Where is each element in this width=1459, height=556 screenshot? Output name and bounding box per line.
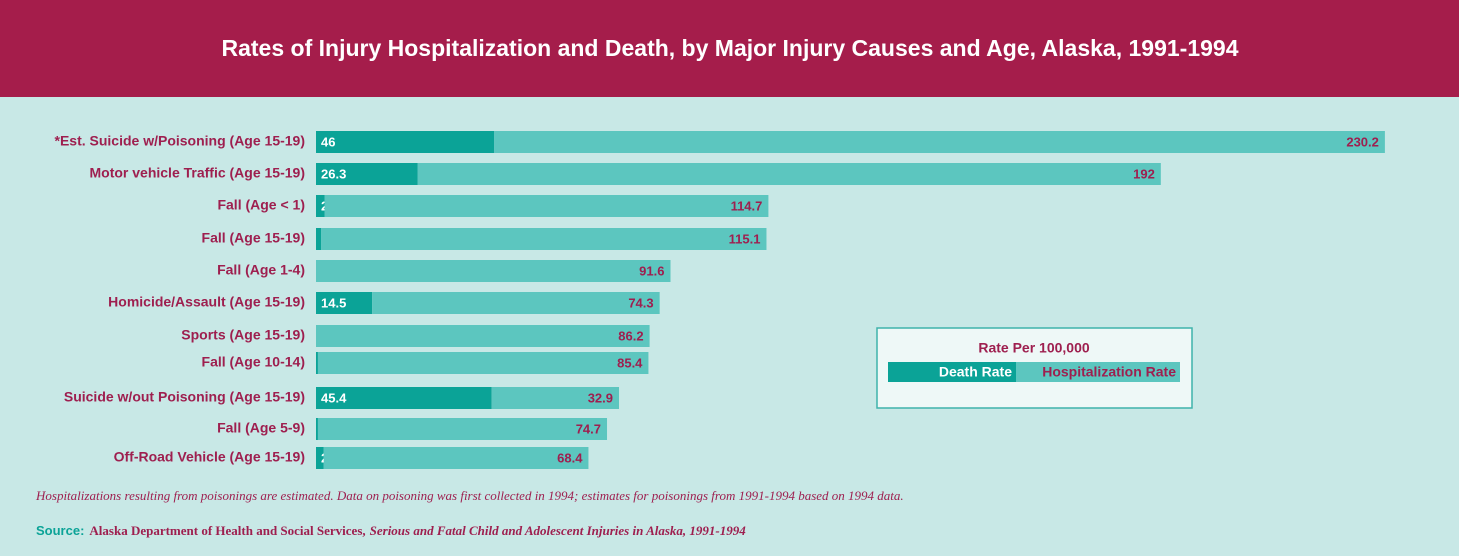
legend-swatch	[1016, 362, 1180, 382]
death-bar	[316, 447, 324, 469]
y-tick-label: Off-Road Vehicle (Age 15-19)	[114, 449, 305, 465]
hospitalization-bar	[321, 228, 767, 250]
hospitalization-value-label: 86.2	[618, 328, 643, 343]
hospitalization-value-label: 74.3	[628, 295, 653, 310]
death-value-label: 26.3	[321, 166, 346, 181]
y-tick-label: Suicide w/out Poisoning (Age 15-19)	[64, 389, 305, 405]
legend-swatch	[888, 362, 1016, 382]
y-tick-label: Fall (Age 1-4)	[217, 262, 305, 278]
hospitalization-bar	[491, 387, 620, 409]
y-tick-label: Fall (Age < 1)	[217, 197, 305, 213]
footnote: Hospitalizations resulting from poisonin…	[35, 488, 904, 503]
hospitalization-bar	[316, 260, 671, 282]
death-bar	[316, 131, 495, 153]
hospitalization-value-label: 114.7	[731, 198, 763, 213]
source-line: Source: Alaska Department of Health and S…	[36, 523, 746, 538]
y-tick-label: Fall (Age 10-14)	[202, 354, 305, 370]
death-bar	[316, 418, 318, 440]
legend-label: Hospitalization Rate	[1042, 364, 1176, 380]
hospitalization-bar	[317, 418, 608, 440]
source-label: Source:	[36, 523, 84, 538]
death-value-label: 14.5	[321, 295, 346, 310]
death-bar	[316, 195, 325, 217]
hospitalization-bar	[494, 131, 1385, 153]
hospitalization-bar	[317, 352, 649, 374]
hospitalization-value-label: 68.4	[557, 450, 583, 465]
death-bar	[316, 352, 318, 374]
hospitalization-bar	[316, 325, 650, 347]
death-bar	[316, 228, 322, 250]
y-tick-label: Motor vehicle Traffic (Age 15-19)	[89, 165, 305, 181]
y-tick-label: Sports (Age 15-19)	[181, 327, 305, 343]
hospitalization-value-label: 91.6	[639, 263, 664, 278]
hospitalization-bar	[323, 447, 589, 469]
legend-label: Death Rate	[939, 364, 1012, 380]
source-title: Serious and Fatal Child and Adolescent I…	[370, 523, 747, 538]
hospitalization-value-label: 192	[1133, 166, 1155, 181]
legend-title: Rate Per 100,000	[978, 340, 1090, 356]
death-bar	[316, 387, 492, 409]
source-text: Alaska Department of Health and Social S…	[89, 523, 365, 538]
chart-title: Rates of Injury Hospitalization and Deat…	[222, 35, 1239, 61]
hospitalization-bar	[324, 195, 769, 217]
hospitalization-bar	[372, 292, 660, 314]
hospitalization-value-label: 74.7	[576, 421, 601, 436]
y-tick-label: Fall (Age 15-19)	[202, 230, 305, 246]
y-tick-label: Homicide/Assault (Age 15-19)	[108, 294, 305, 310]
hospitalization-value-label: 85.4	[617, 355, 643, 370]
y-tick-label: Fall (Age 5-9)	[217, 420, 305, 436]
hospitalization-value-label: 115.1	[729, 231, 761, 246]
y-tick-label: *Est. Suicide w/Poisoning (Age 15-19)	[55, 133, 306, 149]
hospitalization-value-label: 32.9	[588, 390, 613, 405]
death-bar	[316, 163, 418, 185]
death-bar	[316, 292, 373, 314]
death-value-label: 45.4	[321, 390, 347, 405]
header-band	[0, 0, 1459, 97]
hospitalization-bar	[417, 163, 1161, 185]
death-value-label: 46	[321, 134, 335, 149]
hospitalization-value-label: 230.2	[1346, 134, 1379, 149]
